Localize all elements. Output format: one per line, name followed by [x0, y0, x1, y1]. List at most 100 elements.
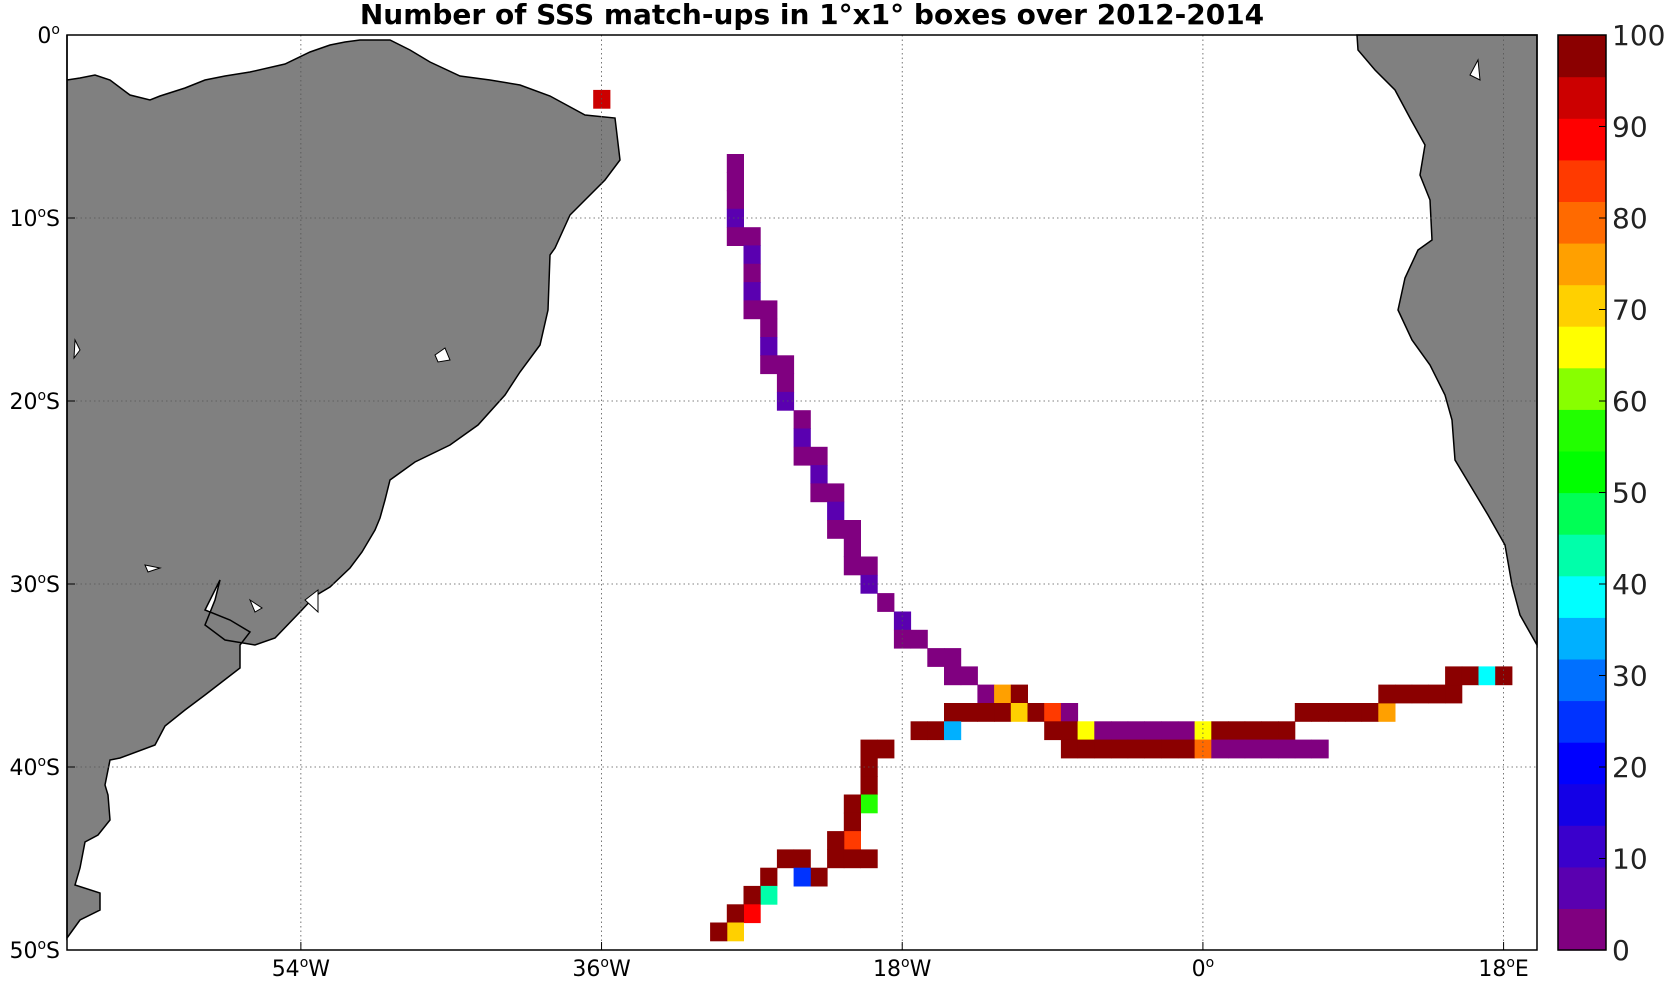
data-cell: [944, 703, 962, 722]
colorbar-swatch: [1558, 575, 1606, 618]
data-cell: [944, 666, 962, 686]
data-cell: [927, 648, 945, 667]
data-cell: [810, 867, 828, 887]
colorbar-swatch: [1558, 367, 1606, 410]
data-cell: [1294, 703, 1312, 722]
x-tick-label: 18oW: [873, 955, 932, 982]
data-cell: [1361, 703, 1379, 722]
y-tick-label: 10oS: [9, 205, 60, 232]
data-cell: [960, 703, 978, 722]
colorbar-tick-label: 50: [1612, 477, 1648, 510]
colorbar-swatch: [1558, 284, 1606, 327]
match-up-cells: [593, 89, 1513, 942]
data-cell: [843, 849, 861, 869]
colorbar-swatch: [1558, 658, 1606, 702]
data-cell: [1111, 721, 1129, 741]
data-cell: [1060, 703, 1079, 722]
data-cell: [1278, 721, 1296, 741]
colorbar-swatch: [1558, 866, 1606, 909]
colorbar-swatch: [1558, 450, 1606, 494]
data-cell: [927, 721, 945, 741]
data-cell: [1010, 703, 1028, 722]
coast-islet: [1469, 58, 1481, 81]
colorbar-swatch: [1558, 492, 1606, 535]
colorbar-swatch: [1558, 534, 1606, 577]
data-cell: [1094, 721, 1112, 741]
data-cell: [843, 556, 861, 576]
data-cell: [910, 629, 928, 649]
x-tick-label: 18oE: [1478, 955, 1528, 982]
data-cell: [944, 648, 962, 667]
colorbar-swatch: [1558, 201, 1606, 244]
colorbar-swatch: [1558, 326, 1606, 369]
data-cell: [743, 263, 761, 283]
colorbar-tick-label: 100: [1612, 19, 1665, 52]
data-cell: [1294, 739, 1312, 759]
y-tick-label: 40oS: [9, 754, 60, 781]
data-cell: [793, 849, 811, 869]
data-cell: [776, 355, 795, 375]
coast-islet: [73, 338, 81, 360]
data-cell: [1060, 739, 1079, 759]
data-cell: [944, 721, 962, 741]
data-cell: [760, 355, 778, 375]
colorbar-tick-label: 0: [1612, 934, 1630, 967]
colorbar-swatch: [1558, 825, 1606, 868]
data-cell: [860, 849, 878, 869]
data-cell: [760, 867, 778, 887]
colorbar-tick-label: 70: [1612, 294, 1648, 327]
data-cell: [743, 245, 761, 265]
data-cell: [726, 904, 744, 924]
data-cell: [827, 831, 845, 850]
data-cell: [1411, 684, 1429, 704]
data-cell: [1378, 684, 1396, 704]
data-cell: [743, 885, 761, 905]
data-cell: [1177, 739, 1196, 759]
data-cell: [1161, 721, 1179, 741]
data-cell: [843, 831, 861, 850]
data-cell: [1495, 666, 1513, 686]
data-cell: [743, 227, 761, 246]
africa-landmass: [1356, 34, 1538, 648]
colorbar-ticks: 0 10 20 30 40 50 60 70 80 90 100: [1599, 19, 1665, 967]
data-cell: [1111, 739, 1129, 759]
y-tick-label: 30oS: [9, 571, 60, 598]
y-tick-label: 0o: [37, 22, 60, 49]
data-cell: [1228, 721, 1246, 741]
colorbar-swatch: [1558, 76, 1606, 119]
data-cell: [1261, 739, 1279, 759]
data-cell: [1311, 739, 1329, 759]
colorbar-tick-label: 30: [1612, 660, 1648, 693]
data-cell: [743, 300, 761, 320]
data-cell: [843, 812, 861, 832]
y-axis-ticks: 0o 10oS 20oS 30oS 40oS 50oS: [9, 22, 75, 964]
data-cell: [860, 556, 878, 576]
coast-islet: [144, 564, 162, 573]
data-cell: [1194, 721, 1212, 741]
data-cell: [1010, 684, 1028, 704]
data-cell: [760, 318, 778, 338]
data-cell: [776, 849, 795, 869]
colorbar-swatches: [1558, 35, 1606, 951]
data-cell: [1127, 739, 1145, 759]
data-cell: [793, 410, 811, 429]
data-cell: [977, 703, 995, 722]
data-cell: [1428, 684, 1446, 704]
data-cell: [827, 520, 845, 539]
x-axis-ticks: 54oW 36oW 18oW 0o 18oE: [272, 942, 1529, 982]
colorbar-tick-label: 60: [1612, 385, 1648, 418]
data-cell: [994, 684, 1012, 704]
data-cell: [810, 483, 828, 503]
coast-islet: [304, 588, 319, 614]
colorbar-tick-label: 10: [1612, 843, 1648, 876]
data-cell: [827, 849, 845, 869]
data-cell: [1311, 703, 1329, 722]
map-panel: [66, 34, 1538, 951]
colorbar-swatch: [1558, 118, 1606, 161]
data-cell: [1144, 721, 1162, 741]
data-cell: [776, 373, 795, 393]
y-tick-label: 50oS: [9, 937, 60, 964]
data-cell: [1060, 721, 1079, 741]
data-cell: [1445, 666, 1463, 686]
